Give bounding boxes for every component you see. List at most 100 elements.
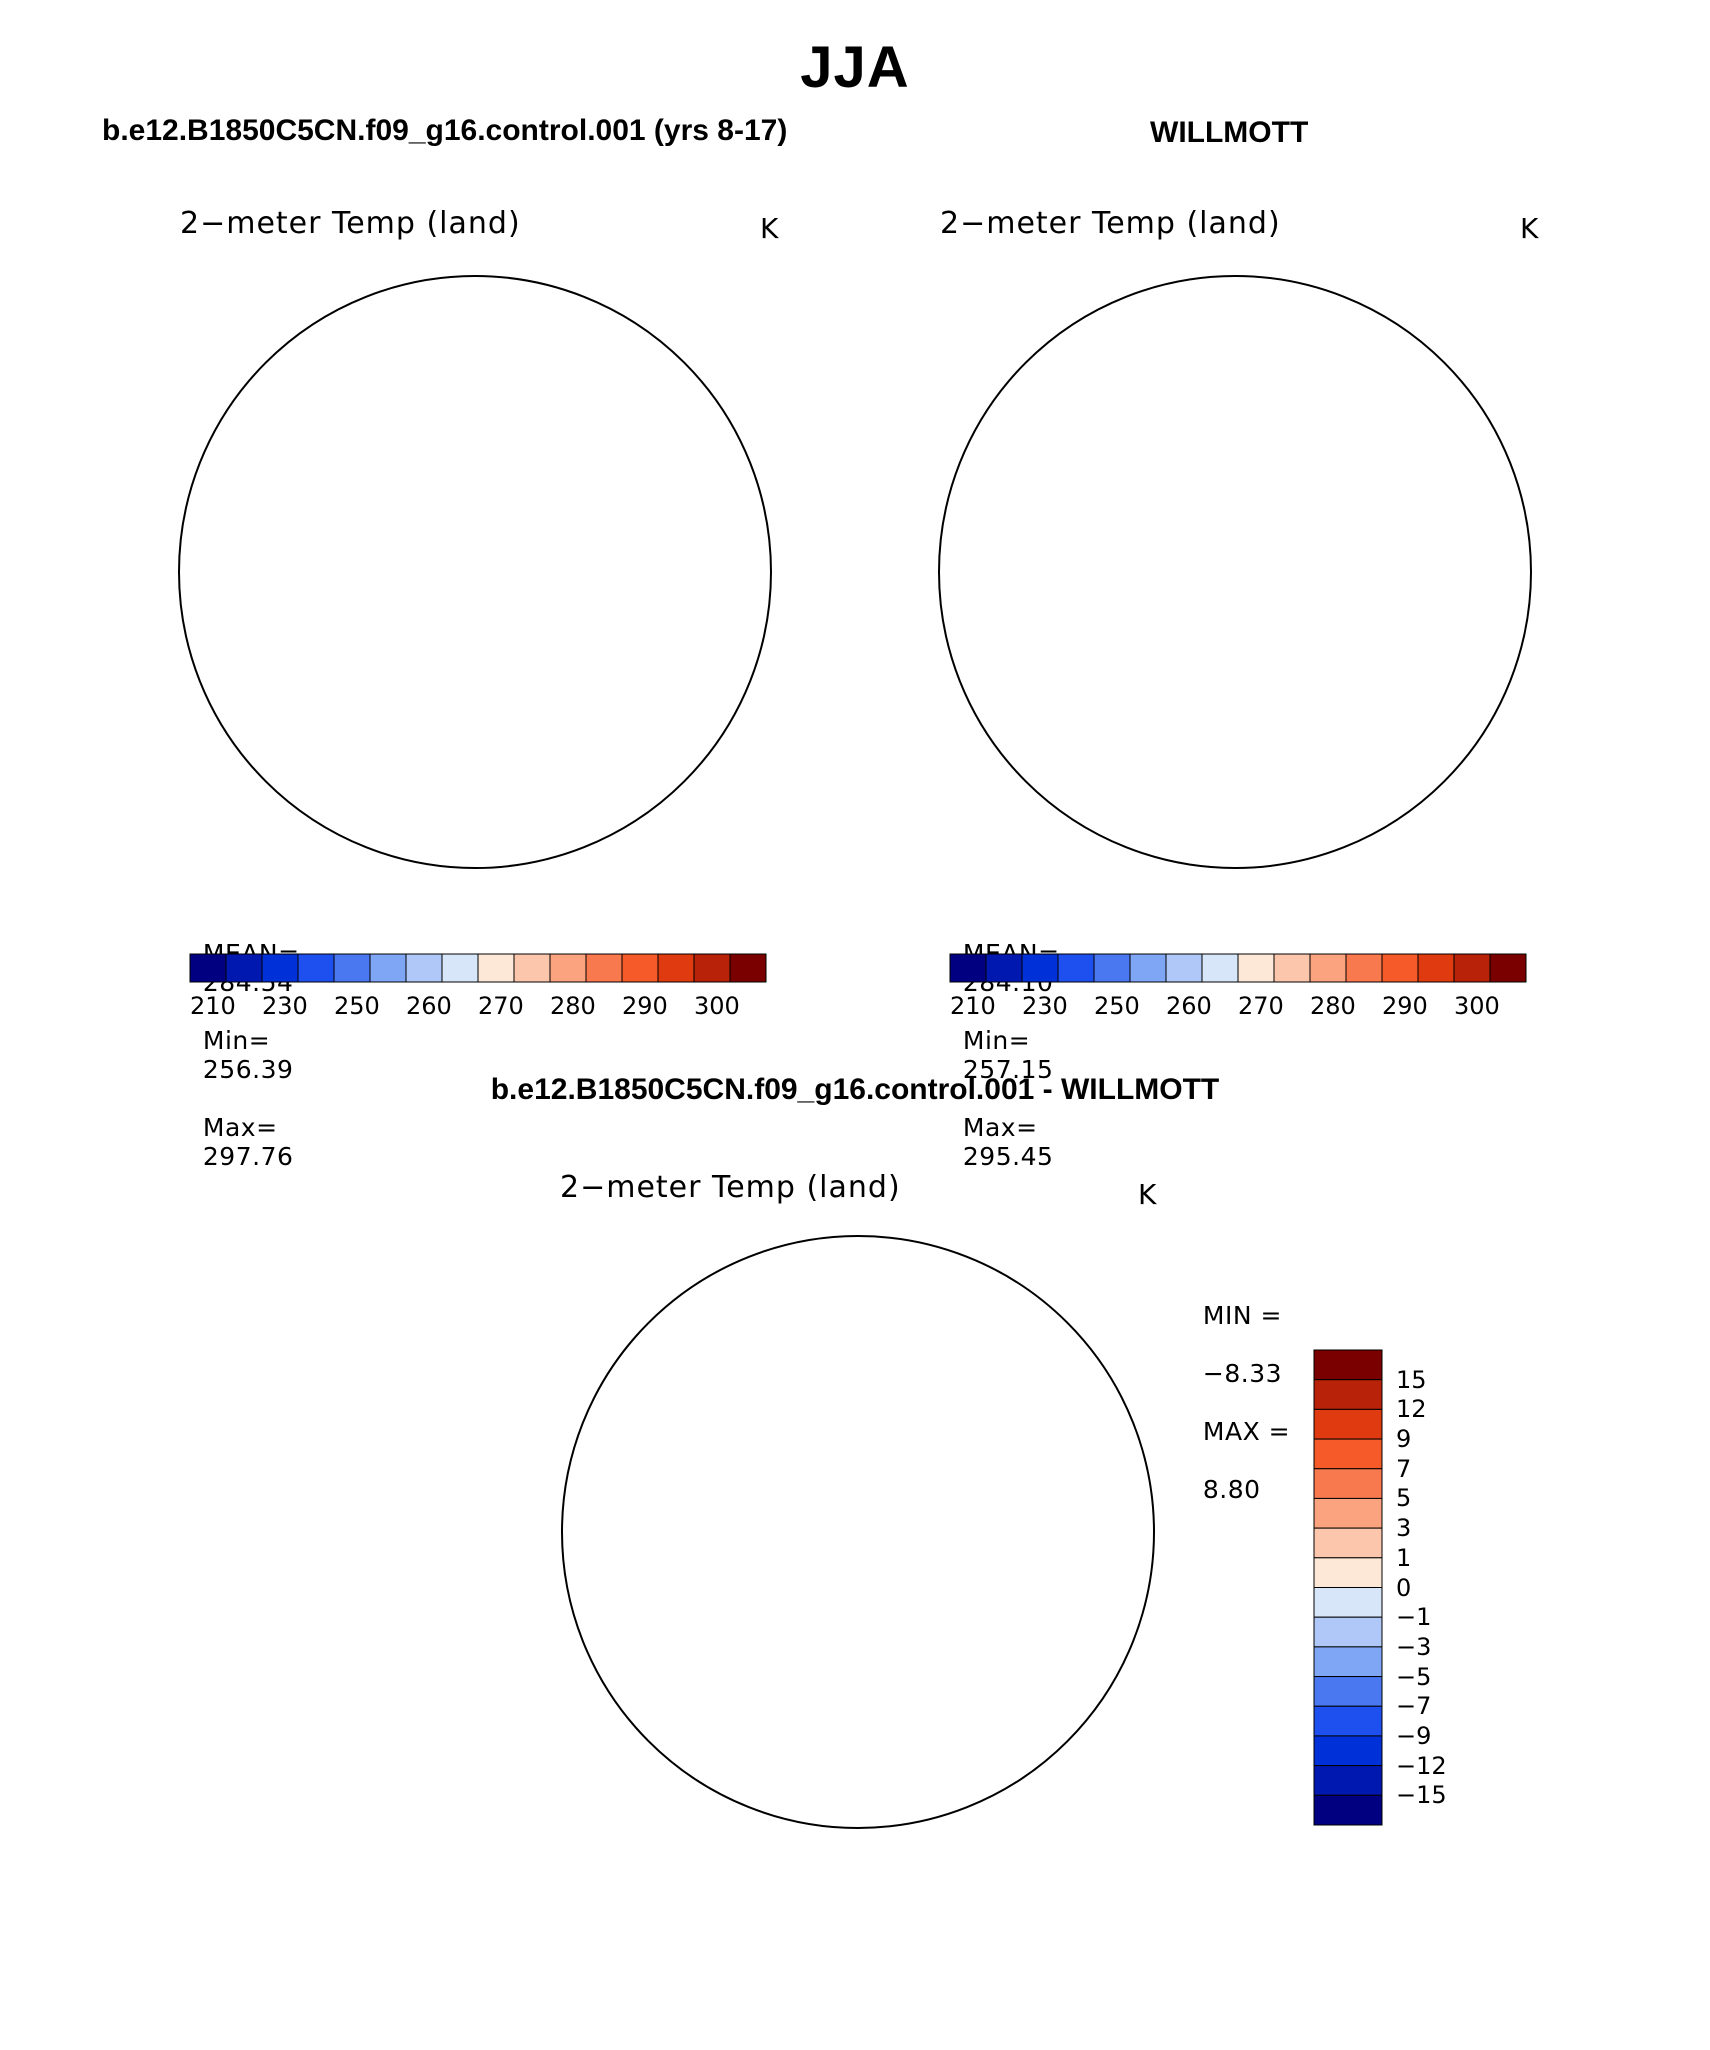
diff-scandinavia-land: [866, 1674, 980, 1813]
right-colorbar: [949, 953, 1527, 983]
diff-colorbar-tick-label: 0: [1396, 1573, 1412, 1602]
diff-colorbar-swatch: [1313, 1676, 1383, 1707]
diff-siberia-cool: [983, 1392, 1053, 1512]
diff-arctic-islands-land: [623, 1418, 824, 1581]
colorbar-tick-label: 230: [262, 992, 308, 1020]
diff-colorbar-swatch: [1313, 1438, 1383, 1470]
cbL-swatch: [693, 953, 731, 983]
diff-colorbar-tick-label: 1: [1396, 1543, 1412, 1572]
diff-colorbar-swatch: [1313, 1468, 1383, 1499]
right-greenland-ice: [1105, 577, 1185, 687]
cbL-swatch: [189, 953, 227, 983]
cbR-swatch: [1453, 953, 1491, 983]
cbR-swatch: [1273, 953, 1311, 983]
left-max-value: 297.76: [202, 1142, 294, 1171]
right-panel-case-title: WILLMOTT: [1150, 116, 1309, 149]
cbR-swatch: [949, 953, 987, 983]
cbR-swatch: [985, 953, 1023, 983]
diff-variable-label: 2−meter Temp (land): [560, 1170, 901, 1205]
cbR-swatch: [1309, 953, 1347, 983]
left-siberia-mid: [485, 362, 585, 422]
right-variable-label: 2−meter Temp (land): [940, 206, 1281, 241]
diff-strong-cool-patch: [760, 1438, 796, 1466]
diff-max-label: MAX =: [1202, 1417, 1291, 1446]
right-max-value: 295.45: [962, 1142, 1054, 1171]
right-greenland-land: [1062, 544, 1259, 723]
colorbar-tick-label: 260: [406, 992, 452, 1020]
left-panel-case-title: b.e12.B1850C5CN.f09_g16.control.001 (yrs…: [102, 114, 788, 147]
diff-colorbar-swatch: [1313, 1379, 1383, 1410]
diff-colorbar-swatch: [1313, 1646, 1383, 1678]
diff-colorbar-swatch: [1313, 1616, 1383, 1648]
cbL-swatch: [261, 953, 299, 983]
cbL-swatch: [621, 953, 659, 983]
diff-colorbar-tick-label: 5: [1396, 1484, 1412, 1513]
colorbar-tick-label: 210: [950, 992, 996, 1020]
cbL-swatch: [225, 953, 263, 983]
left-north-america-land: [135, 202, 403, 712]
cbL-swatch: [585, 953, 623, 983]
diff-colorbar-tick-label: −7: [1396, 1692, 1432, 1721]
diff-alaska-cool: [513, 1442, 603, 1582]
right-siberia-mid: [1245, 362, 1345, 422]
left-scandinavia-land: [483, 714, 597, 853]
cbR-swatch: [1417, 953, 1455, 983]
cbR-swatch: [1489, 953, 1527, 983]
diff-north-america-land: [518, 1162, 786, 1672]
figure-title: JJA: [800, 35, 910, 100]
diff-min-label: MIN =: [1202, 1301, 1282, 1330]
diff-colorbar-tick-label: −15: [1396, 1781, 1447, 1810]
colorbar-tick-label: 290: [622, 992, 668, 1020]
diff-colorbar-swatch: [1313, 1557, 1383, 1588]
cbL-swatch: [549, 953, 587, 983]
diff-max-value: 8.80: [1202, 1475, 1261, 1504]
diff-colorbar-tick-label: 9: [1396, 1425, 1412, 1454]
left-greenland-land: [302, 544, 499, 723]
left-map-boundary: [178, 275, 772, 869]
colorbar-tick-label: 280: [1310, 992, 1356, 1020]
diff-stats: MIN = −8.33 MAX = 8.80: [1186, 1272, 1290, 1504]
cbR-swatch: [1093, 953, 1131, 983]
left-colorbar: [189, 953, 767, 983]
cbL-swatch: [369, 953, 407, 983]
colorbar-tick-label: 260: [1166, 992, 1212, 1020]
colorbar-tick-label: 270: [478, 992, 524, 1020]
right-scandinavia-land: [1243, 714, 1357, 853]
diff-colorbar-swatch: [1313, 1735, 1383, 1767]
diff-colorbar-swatch: [1313, 1349, 1383, 1381]
diff-colorbar-tick-label: 15: [1396, 1365, 1427, 1394]
difference-map: [513, 1162, 1155, 1829]
right-map-boundary: [938, 275, 1532, 869]
cbL-swatch: [405, 953, 443, 983]
diff-greenland-land: [685, 1504, 882, 1683]
left-variable-label: 2−meter Temp (land): [180, 206, 521, 241]
diff-colorbar-tick-label: 3: [1396, 1514, 1412, 1543]
difference-panel-case-title: b.e12.B1850C5CN.f09_g16.control.001 - WI…: [490, 1073, 1220, 1106]
diff-units-label: K: [1138, 1178, 1157, 1211]
diff-colorbar-swatch: [1313, 1794, 1383, 1826]
right-min-value: 257.15: [962, 1055, 1054, 1084]
left-max-label: Max=: [202, 1113, 278, 1142]
cbL-swatch: [297, 953, 335, 983]
colorbar-tick-label: 250: [1094, 992, 1140, 1020]
left-hudson-bay: [175, 442, 277, 534]
right-hudson-bay: [935, 442, 1037, 534]
left-map: [135, 202, 776, 894]
left-units-label: K: [760, 212, 779, 245]
left-min-value: 256.39: [202, 1055, 294, 1084]
diff-colorbar-tick-label: −3: [1396, 1632, 1432, 1661]
right-units-label: K: [1520, 212, 1539, 245]
colorbar-tick-label: 300: [694, 992, 740, 1020]
diff-colorbar-swatch: [1313, 1408, 1383, 1440]
cbR-swatch: [1345, 953, 1383, 983]
right-map: [935, 275, 1532, 869]
cbL-swatch: [477, 953, 515, 983]
colorbar-tick-label: 270: [1238, 992, 1284, 1020]
diff-hudson-bay: [558, 1402, 660, 1494]
diff-colorbar-tick-label: −1: [1396, 1603, 1432, 1632]
diff-colorbar: [1313, 1349, 1383, 1826]
left-greenland-ice: [345, 577, 425, 687]
cbL-swatch: [441, 953, 479, 983]
diff-min-value: −8.33: [1202, 1359, 1283, 1388]
